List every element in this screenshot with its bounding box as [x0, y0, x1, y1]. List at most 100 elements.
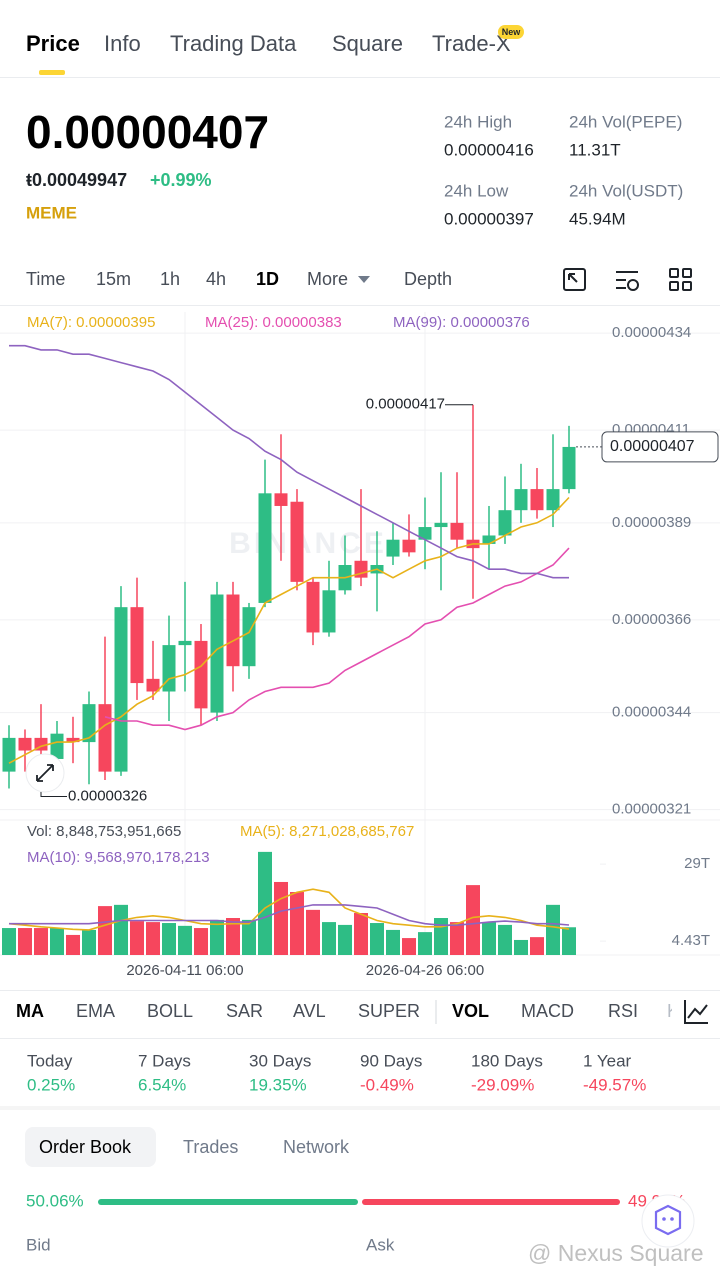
candle-body [82, 704, 96, 743]
indicator[interactable]: RSI [608, 1001, 638, 1021]
timeframe[interactable]: 1D [256, 269, 279, 289]
ask-bar [362, 1199, 620, 1205]
last-price-label: 0.00000407 [610, 438, 695, 455]
volume-legend: Vol: 8,848,753,951,665 [27, 823, 181, 840]
ob-tab[interactable]: Trades [183, 1137, 238, 1157]
section-divider [0, 1106, 720, 1110]
candle-body [546, 489, 560, 511]
candle-body [258, 493, 272, 603]
ma-line [9, 344, 569, 579]
timeframe[interactable]: More [307, 269, 348, 289]
floating-button[interactable] [641, 1194, 695, 1248]
icon-settings[interactable] [616, 271, 639, 291]
assistant-icon [670, 1217, 674, 1221]
volume-tick-label: 29T [684, 855, 710, 872]
tab[interactable]: Trade-X [432, 31, 511, 56]
volume-bar [18, 928, 32, 955]
ob-tab[interactable]: Order Book [39, 1137, 132, 1157]
high-marker: 0.00000417 [366, 396, 445, 413]
x-tick-label: 2026-04-11 06:00 [126, 962, 243, 979]
candle-body [146, 678, 160, 692]
volume-bar [258, 851, 272, 955]
tag[interactable]: MEME [26, 203, 77, 222]
volume-bar [178, 925, 192, 955]
stat-value: 45.94M [569, 209, 626, 228]
y-tick-label: 0.00000389 [612, 514, 691, 531]
timeframe[interactable]: 15m [96, 269, 131, 289]
volume-bar [82, 929, 96, 955]
column-header: Ask [366, 1235, 395, 1254]
candle-body [178, 640, 192, 646]
period: 1 Year [583, 1051, 632, 1070]
icon-part [669, 268, 679, 278]
volume-bar [50, 928, 64, 955]
candle-body [290, 501, 304, 582]
indicator[interactable]: EMA [76, 1001, 115, 1021]
icon-part [627, 279, 639, 291]
indicator[interactable]: MA [16, 1001, 44, 1021]
ma-line [9, 904, 570, 926]
indicator[interactable]: VOL [452, 1001, 489, 1021]
volume-tick-label: 4.43T [672, 932, 710, 949]
tab[interactable]: Square [332, 31, 403, 56]
ma-line [8, 888, 570, 931]
volume-bar [370, 923, 384, 955]
volume-bar [290, 892, 304, 955]
volume-bar [2, 928, 16, 955]
volume-bar [418, 932, 432, 955]
candle-body [306, 581, 320, 633]
y-tick-label: 0.00000366 [612, 611, 691, 628]
volume-bar [434, 918, 448, 955]
ob-tab[interactable]: Network [283, 1137, 350, 1157]
stat-label: 24h Low [444, 181, 509, 200]
bid-ratio: 50.06% [26, 1191, 84, 1210]
candle-body [2, 737, 16, 772]
ma-line [104, 547, 570, 731]
timeframe[interactable]: 1h [160, 269, 180, 289]
stat-label: 24h Vol(USDT) [569, 181, 683, 200]
stat-label: 24h Vol(PEPE) [569, 112, 682, 131]
column-header: Bid [26, 1235, 51, 1254]
candle-body [482, 535, 496, 544]
period-change: -0.49% [360, 1075, 414, 1094]
timeframe[interactable]: Time [26, 269, 65, 289]
price-change: +0.99% [150, 170, 212, 190]
chart-labels: 0.000004340.000004110.000003890.00000366… [27, 314, 719, 979]
tab[interactable]: Trading Data [170, 31, 297, 56]
icon-indicator[interactable] [684, 1000, 708, 1024]
indicator[interactable]: AVL [293, 1001, 326, 1021]
last-price: 0.00000407 [26, 106, 269, 158]
y-tick-label: 0.00000344 [612, 704, 691, 721]
volume-bar [482, 922, 496, 955]
candle-body [434, 522, 448, 528]
volume-bar [274, 881, 288, 955]
period-change: 0.25% [27, 1075, 75, 1094]
stat-value: 0.00000416 [444, 140, 534, 159]
candle-body [98, 704, 112, 772]
volume-bar [114, 904, 128, 955]
candle-body [226, 594, 240, 667]
y-tick-label: 0.00000434 [612, 324, 691, 341]
period: 30 Days [249, 1051, 311, 1070]
indicator[interactable]: SAR [226, 1001, 263, 1021]
indicator[interactable]: BOLL [147, 1001, 193, 1021]
tab[interactable]: Info [104, 31, 141, 56]
icon-part [616, 271, 638, 289]
volume-bar [66, 934, 80, 955]
tab[interactable]: Price [26, 31, 80, 56]
candle-body [66, 737, 80, 743]
indicator[interactable]: SUPER [358, 1001, 420, 1021]
indicator[interactable]: MACD [521, 1001, 574, 1021]
icon-layout[interactable] [669, 268, 692, 291]
bid-bar [98, 1199, 358, 1205]
period-change: 6.54% [138, 1075, 186, 1094]
volume-bar [226, 918, 240, 955]
candle-body [402, 539, 416, 553]
icon-expand[interactable] [563, 268, 586, 291]
timeframe[interactable]: 4h [206, 269, 226, 289]
candle-body [194, 640, 208, 709]
candle-body [50, 733, 64, 759]
legend-entry: MA(99): 0.00000376 [393, 314, 530, 331]
volume-bar [530, 937, 544, 955]
timeframe[interactable]: Depth [404, 269, 452, 289]
